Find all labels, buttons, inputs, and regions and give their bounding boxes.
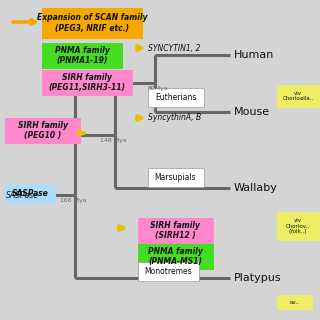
Text: SIRH family
(SIRH12 ): SIRH family (SIRH12 ): [150, 221, 201, 240]
FancyBboxPatch shape: [276, 212, 319, 241]
Text: SIRH family
(PEG11,SIRH3-11): SIRH family (PEG11,SIRH3-11): [49, 73, 125, 92]
Text: SASPase: SASPase: [6, 190, 39, 199]
FancyBboxPatch shape: [4, 185, 55, 203]
Text: 166 Mya: 166 Mya: [60, 198, 87, 203]
FancyBboxPatch shape: [148, 167, 204, 187]
Text: Wallaby: Wallaby: [234, 183, 278, 193]
Text: viv
Chorioalla..: viv Chorioalla..: [282, 91, 314, 101]
Text: Human: Human: [234, 50, 274, 60]
Text: PNMA family
(PNMA-MS1): PNMA family (PNMA-MS1): [148, 247, 203, 266]
FancyBboxPatch shape: [42, 43, 123, 68]
FancyBboxPatch shape: [42, 7, 142, 38]
FancyBboxPatch shape: [42, 69, 132, 95]
Text: Eutherians: Eutherians: [155, 92, 196, 101]
FancyBboxPatch shape: [4, 117, 81, 143]
FancyBboxPatch shape: [138, 244, 213, 269]
Text: Monotremes: Monotremes: [144, 267, 192, 276]
Text: Marsupials: Marsupials: [155, 172, 196, 181]
FancyBboxPatch shape: [148, 87, 204, 107]
FancyBboxPatch shape: [276, 84, 319, 108]
Text: Mouse: Mouse: [234, 107, 270, 117]
Text: PNMA family
(PNMA1-19): PNMA family (PNMA1-19): [55, 46, 109, 65]
Text: Platypus: Platypus: [234, 273, 282, 283]
FancyBboxPatch shape: [138, 261, 198, 281]
Text: ov..: ov..: [290, 300, 300, 305]
Text: 148 Mya: 148 Mya: [100, 138, 127, 143]
Text: Expansion of SCAN family
(PEG3, NRIF etc.): Expansion of SCAN family (PEG3, NRIF etc…: [37, 13, 147, 33]
FancyBboxPatch shape: [138, 218, 213, 244]
Text: SyncythinA, B: SyncythinA, B: [148, 114, 201, 123]
Text: viv
Chorlov..
(Yolk..): viv Chorlov.. (Yolk..): [286, 218, 310, 234]
Text: SIRH family
(PEG10 ): SIRH family (PEG10 ): [18, 121, 68, 140]
Text: 80Mya: 80Mya: [148, 86, 169, 91]
Text: SASPase: SASPase: [12, 189, 48, 198]
Text: SYNCYTIN1, 2: SYNCYTIN1, 2: [148, 44, 200, 52]
FancyBboxPatch shape: [276, 294, 313, 309]
